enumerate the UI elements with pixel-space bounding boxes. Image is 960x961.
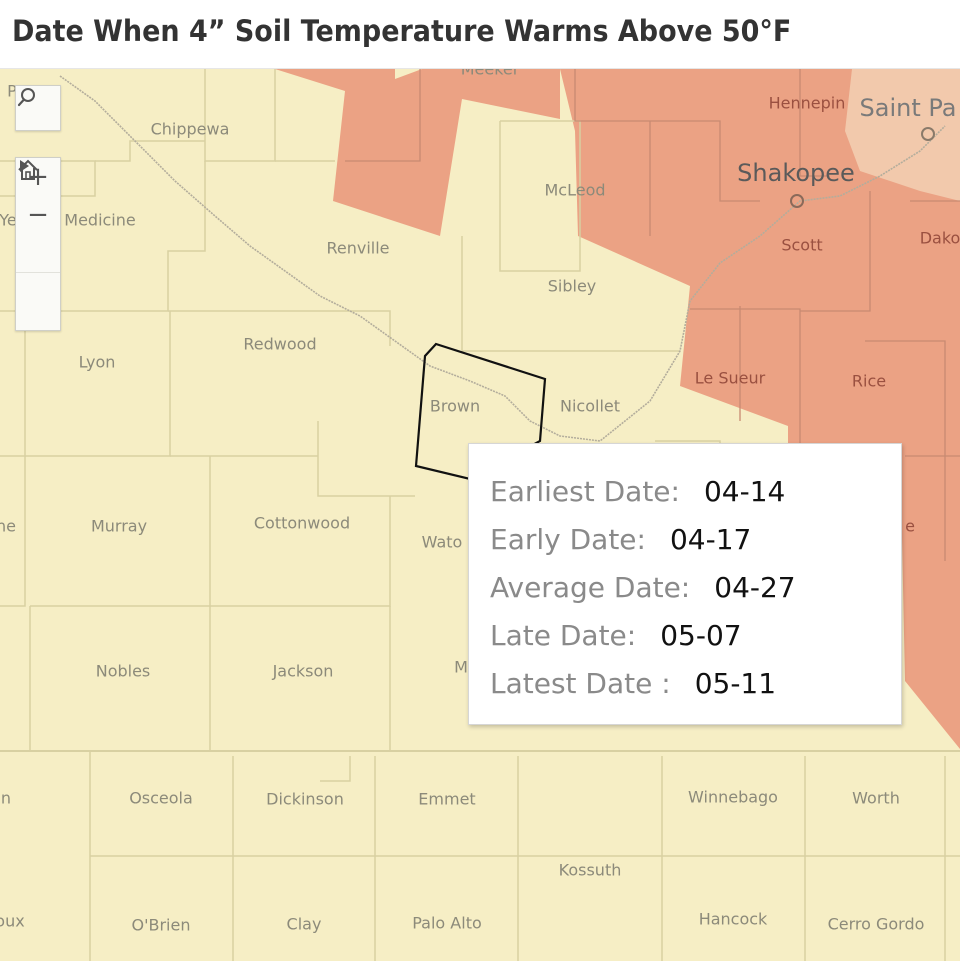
- search-control[interactable]: [15, 85, 61, 131]
- county-label-winnebago: Winnebago: [688, 787, 778, 807]
- map-canvas[interactable]: P Meeker Chippewa Ye Medicine Renville M…: [0, 68, 960, 961]
- county-label-emmet: Emmet: [418, 789, 476, 809]
- county-label-dakota: Dako: [919, 228, 960, 248]
- county-label-hancock: Hancock: [698, 909, 768, 929]
- county-label-lyon-ia: n: [0, 788, 12, 808]
- county-label-medicine: Medicine: [64, 210, 136, 230]
- county-label-clay: Clay: [286, 914, 322, 934]
- county-label-worth: Worth: [852, 788, 900, 808]
- tooltip-row-average: Average Date: 04-27: [490, 567, 796, 607]
- zoom-in-button[interactable]: +: [16, 158, 60, 196]
- county-label-chippewa: Chippewa: [150, 119, 230, 139]
- county-tooltip: Earliest Date: 04-14 Early Date: 04-17 A…: [468, 443, 902, 725]
- minnesota-river: [59, 75, 946, 442]
- county-label-pipestone: ne: [0, 516, 16, 536]
- county-label-brown: Brown: [429, 396, 481, 416]
- county-label-meeker: Meeker: [460, 68, 520, 79]
- early-date-label: Early Date:: [490, 522, 646, 556]
- county-label-watonwan: Wato: [421, 532, 463, 552]
- average-date-value: 04-27: [714, 570, 796, 604]
- county-label-sioux: oux: [0, 911, 25, 931]
- late-date-value: 05-07: [660, 618, 742, 652]
- county-label-redwood: Redwood: [243, 334, 317, 354]
- shakopee-marker: [790, 194, 804, 208]
- county-label-obrien: O'Brien: [131, 915, 191, 935]
- warm-region-west: [275, 69, 560, 236]
- average-date-label: Average Date:: [490, 570, 691, 604]
- tooltip-row-early: Early Date: 04-17: [490, 519, 751, 559]
- county-borders-warm: [345, 69, 960, 561]
- county-label-mcleod: McLeod: [544, 180, 606, 200]
- home-button[interactable]: [16, 159, 60, 272]
- county-label-osceola: Osceola: [129, 788, 193, 808]
- late-date-label: Late Date:: [490, 618, 637, 652]
- warm-region-east: [560, 69, 960, 749]
- county-label-cottonwood: Cottonwood: [253, 513, 351, 533]
- early-date-value: 04-17: [669, 522, 752, 556]
- latest-date-value: 05-11: [694, 666, 777, 700]
- tooltip-row-late: Late Date: 05-07: [490, 615, 742, 655]
- county-label-scott: Scott: [781, 235, 823, 255]
- search-icon: [17, 88, 35, 107]
- earliest-date-label: Earliest Date:: [490, 474, 680, 508]
- city-label-shakopee: Shakopee: [737, 159, 855, 187]
- county-label-steele: e: [905, 516, 915, 536]
- tooltip-row-earliest: Earliest Date: 04-14: [490, 471, 785, 511]
- county-label-palo-alto: Palo Alto: [412, 913, 482, 933]
- county-label-rice: Rice: [851, 371, 887, 391]
- page-title: Date When 4” Soil Temperature Warms Abov…: [12, 14, 792, 48]
- metro-region: [845, 69, 960, 201]
- county-label-nobles: Nobles: [95, 661, 151, 681]
- city-label-saint-paul: Saint Pa: [859, 94, 957, 122]
- county-label-murray: Murray: [90, 516, 148, 536]
- zoom-out-icon: −: [27, 200, 49, 230]
- tooltip-row-latest: Latest Date : 05-11: [490, 663, 776, 703]
- saint-paul-marker: [921, 127, 935, 141]
- county-label-cerro-gordo: Cerro Gordo: [827, 914, 925, 934]
- latest-date-label: Latest Date :: [490, 666, 671, 700]
- county-label-kossuth: Kossuth: [558, 860, 622, 880]
- county-label-sibley: Sibley: [547, 276, 597, 296]
- search-button[interactable]: [16, 86, 60, 130]
- zoom-controls[interactable]: + −: [15, 157, 61, 331]
- county-label-renville: Renville: [326, 238, 390, 258]
- county-label-hennepin: Hennepin: [768, 93, 846, 113]
- zoom-in-icon: +: [27, 162, 49, 192]
- county-label-martin: M: [454, 657, 468, 677]
- play-icon: [20, 160, 29, 172]
- earliest-date-value: 04-14: [703, 474, 786, 508]
- county-label-dickinson: Dickinson: [266, 789, 344, 809]
- county-label-jackson: Jackson: [272, 661, 334, 681]
- county-borders: [0, 69, 960, 961]
- zoom-out-button[interactable]: −: [16, 196, 60, 234]
- county-label-lyon: Lyon: [78, 352, 116, 372]
- county-label-nicollet: Nicollet: [559, 396, 621, 416]
- county-label-yellow: Ye: [0, 210, 17, 230]
- play-button[interactable]: [16, 160, 60, 329]
- county-label-le-sueur: Le Sueur: [694, 368, 766, 388]
- county-label-top-left: P: [7, 81, 17, 101]
